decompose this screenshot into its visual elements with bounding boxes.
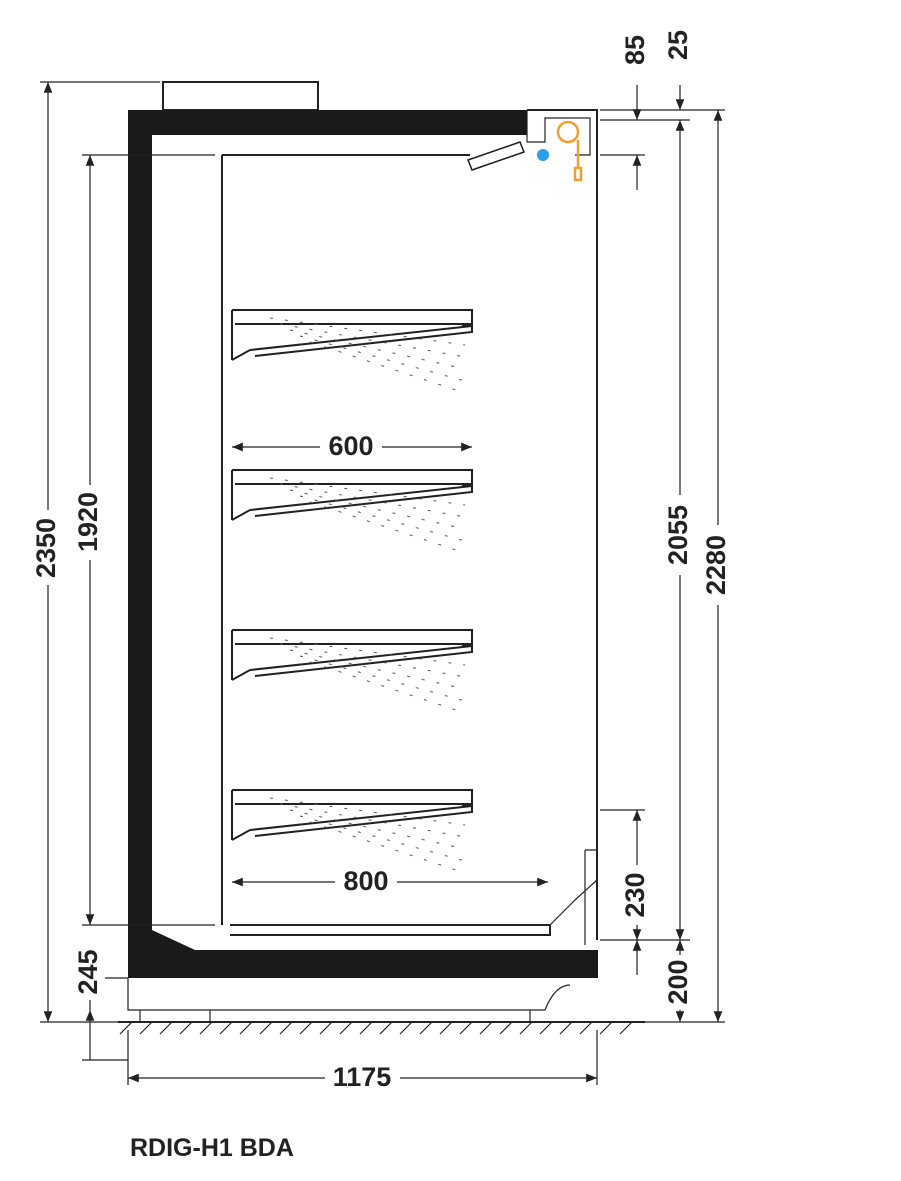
dim-label: 2055 [663, 505, 693, 565]
dim-label: 200 [663, 959, 693, 1004]
dim-label: 85 [620, 35, 650, 65]
dim-label: 800 [343, 866, 388, 896]
model-name: RDIG-H1 BDA [130, 1134, 294, 1162]
dimension-labels: 85 25 2350 1920 245 600 800 2055 2280 23… [31, 30, 733, 1093]
cabinet [118, 81, 645, 1035]
dim-label: 25 [663, 30, 693, 60]
dim-label: 2350 [31, 518, 61, 578]
dim-label: 230 [620, 872, 650, 917]
dim-label: 600 [328, 431, 373, 461]
dim-label: 2280 [701, 535, 731, 595]
dim-label: 1920 [73, 492, 103, 552]
dim-label: 245 [73, 949, 103, 994]
dim-label: 1175 [333, 1062, 392, 1092]
